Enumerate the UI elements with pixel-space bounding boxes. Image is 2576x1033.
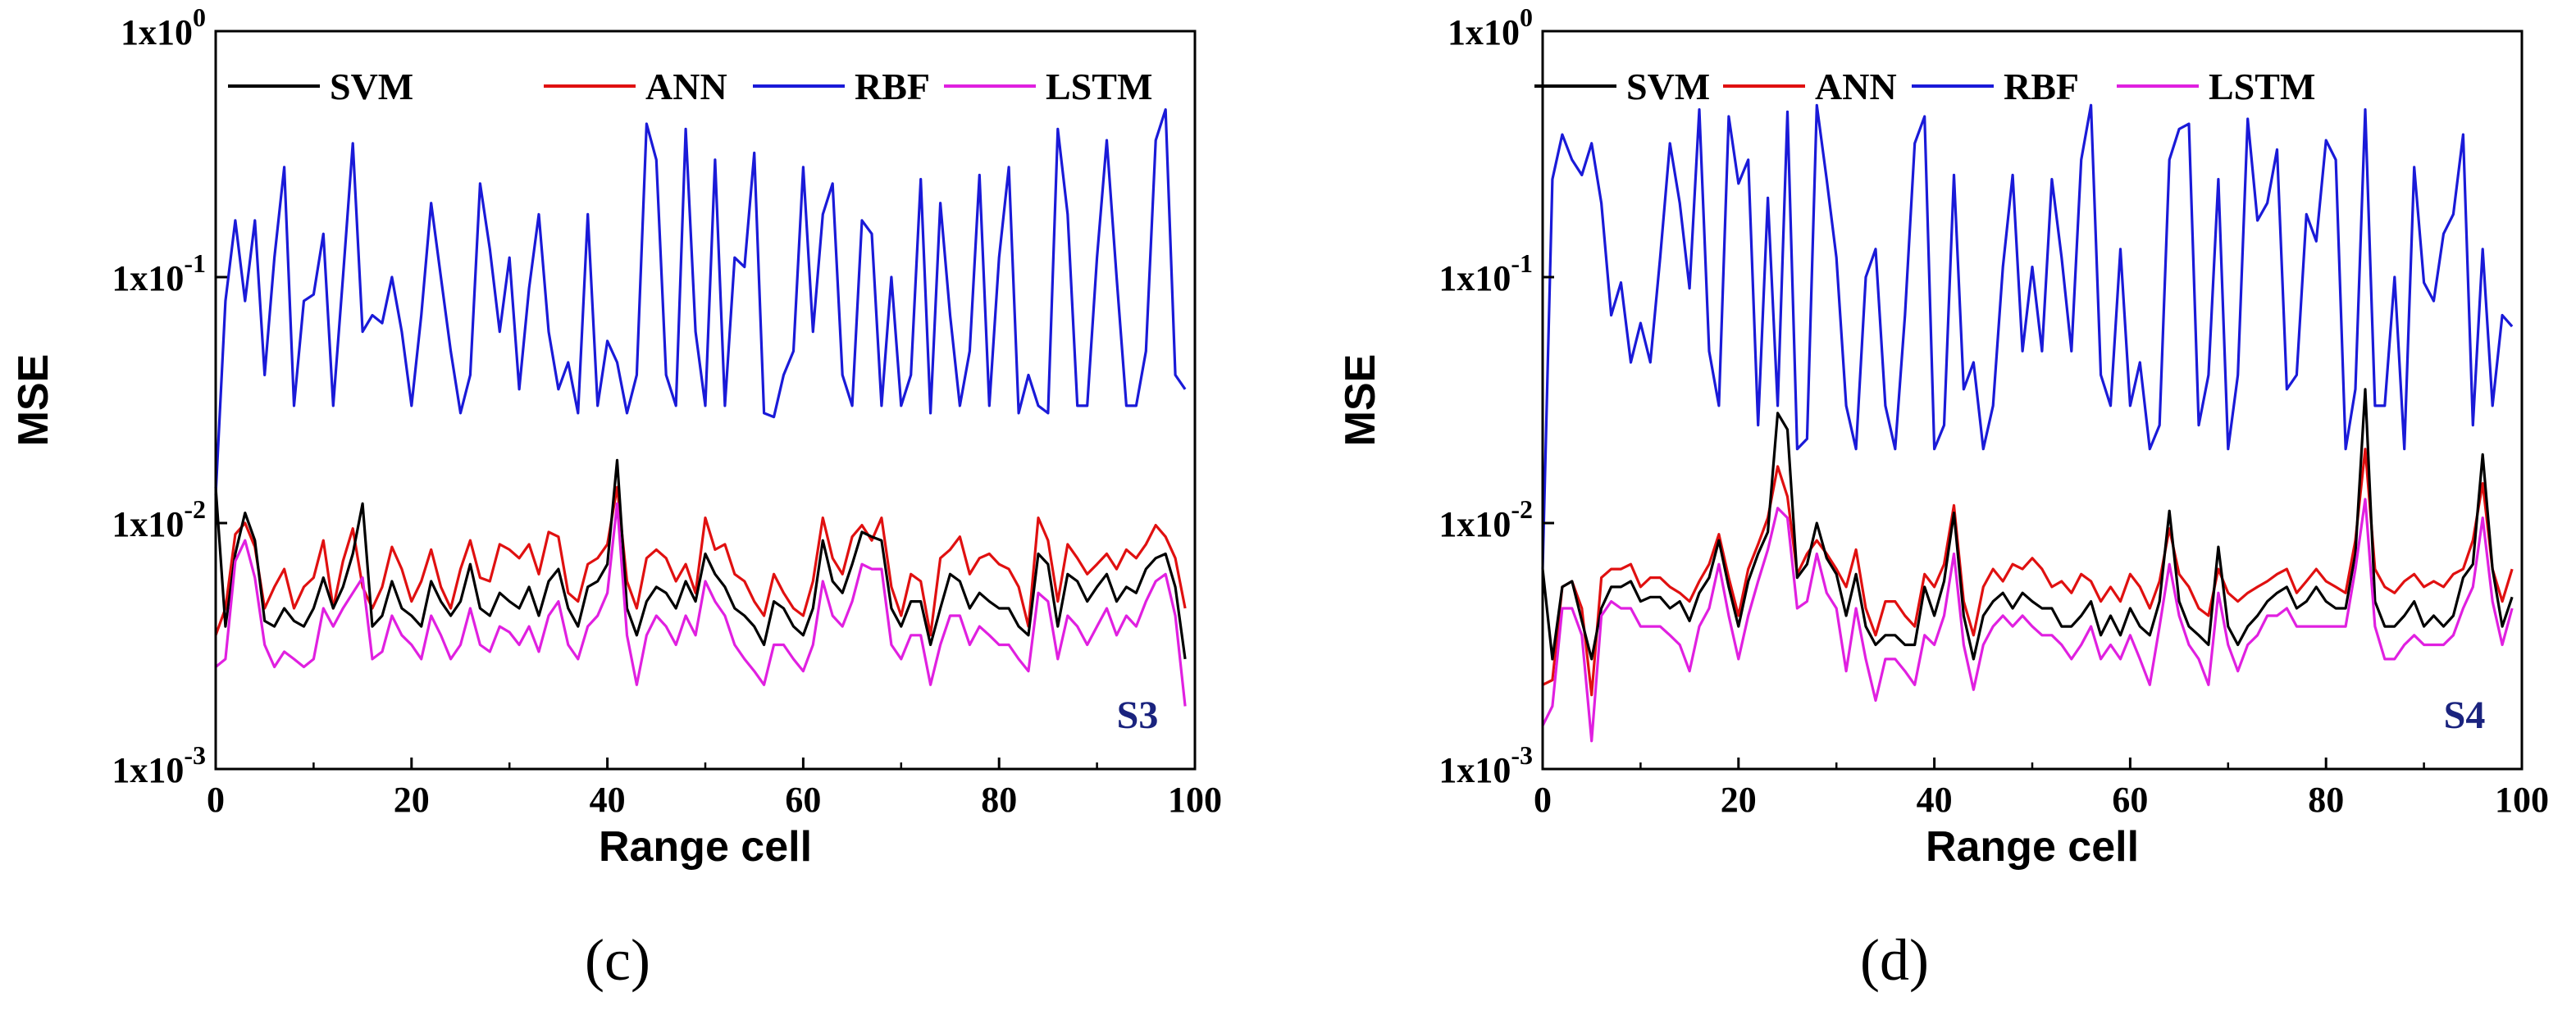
chart-c-xtick-label: 80 [981,780,1017,820]
chart-d-ytick-label: 1x100 [1448,2,1533,52]
chart-c-series-ann [214,485,1187,637]
chart-c-ytick-label: 1x10-3 [112,740,206,790]
chart-d-ylabel: MSE [1337,354,1384,447]
chart-d-ytick-label: 1x10-3 [1438,740,1533,790]
chart-d-svg: 0 20 40 60 80 100 1x10-3 1x10-2 1x10-1 1x100 Range… [1337,2,2549,871]
chart-c-xtick-label: 60 [785,780,821,820]
chart-d-xtick-label: 20 [1721,780,1757,820]
chart-d-xtick-label: 40 [1917,780,1953,820]
chart-c-legend-label-rbf: RBF [855,66,930,107]
chart-c-svg: 0 20 40 60 80 100 1x10-3 1x10-2 1x10-1 1x100 Range… [10,2,1222,871]
chart-c-xlabel: Range cell [599,823,812,871]
chart-d-series-svm [1541,388,2514,661]
chart-d-ytick-label: 1x10-2 [1438,494,1533,544]
chart-c-xtick-label: 100 [1168,780,1222,820]
chart-d-series-lstm [1541,498,2514,743]
chart-c-series-rbf [214,108,1187,495]
chart-c-ytick-label: 1x100 [121,2,206,52]
chart-c-legend-label-lstm: LSTM [1046,66,1152,107]
chart-d-xlabel: Range cell [1926,823,2139,871]
chart-c-xtick-label: 40 [590,780,626,820]
chart-d-xtick-label: 60 [2112,780,2148,820]
chart-c-ylabel: MSE [10,354,57,447]
chart-d-legend-label-rbf: RBF [2004,66,2079,107]
chart-panel-d: 0 20 40 60 80 100 1x10-3 1x10-2 1x10-1 1x100 Range… [1288,0,2575,1033]
chart-c-legend-label-ann: ANN [645,66,727,107]
chart-c-series-lstm [214,502,1187,707]
chart-c-series-svm [214,458,1187,660]
chart-d-scenario-tag: S4 [2444,694,2486,737]
chart-c-ytick-label: 1x10-2 [112,494,206,544]
chart-c-scenario-tag: S3 [1117,694,1159,737]
chart-d-series-rbf [1541,103,2514,570]
caption-c: (c) [585,927,650,993]
chart-c-ytick-label: 1x10-1 [112,248,206,298]
chart-d-ytick-label: 1x10-1 [1438,248,1533,298]
chart-d-series-ann [1542,448,2514,697]
chart-panel-c: 0 20 40 60 80 100 1x10-3 1x10-2 1x10-1 1x100 Range… [10,2,1222,993]
chart-d-xtick-label: 0 [1534,780,1552,820]
chart-d-legend-label-svm: SVM [1626,66,1710,107]
chart-d-legend-label-lstm: LSTM [2209,66,2315,107]
caption-d: (d) [1860,927,1929,993]
chart-c-legend-label-svm: SVM [330,66,413,107]
chart-c-xtick-label: 20 [394,780,430,820]
chart-d-legend-label-ann: ANN [1815,66,1897,107]
chart-c-xtick-label: 0 [207,780,225,820]
chart-d-xtick-label: 100 [2495,780,2549,820]
chart-d-xtick-label: 80 [2308,780,2344,820]
